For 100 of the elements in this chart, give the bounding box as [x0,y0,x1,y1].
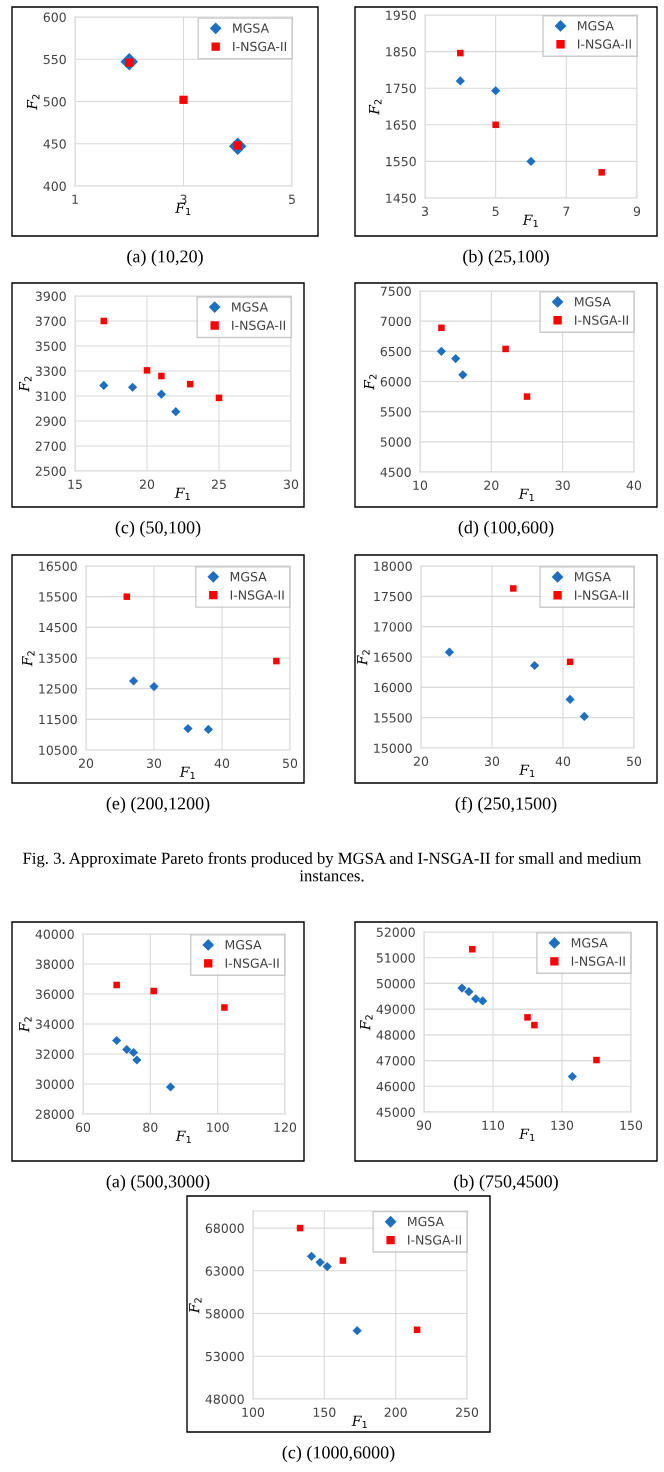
point [352,1326,362,1336]
point [122,1044,132,1055]
point [531,1021,538,1029]
y-tick-label: 1750 [386,83,416,94]
y-tick-label: 6000 [380,376,411,387]
y-tick-label: 2500 [35,466,66,476]
y-tick-label: 3700 [35,316,66,326]
x-tick-label: 1 [72,194,78,204]
point [128,1047,139,1058]
legend-label: MGSA [578,20,614,31]
y-tick-label: 5000 [380,437,411,447]
y-axis-title: F$_{2}$ [189,1298,202,1314]
point [150,987,157,995]
y-tick-label: 1550 [386,156,416,167]
y-tick-label: 6500 [380,346,411,357]
y-tick-label: 17500 [374,591,412,602]
legend-label: MGSA [232,302,268,312]
x-tick-label: 40 [214,758,230,769]
x-tick-label: 100 [207,1122,229,1133]
point [438,324,445,332]
point [99,380,109,390]
point [458,370,468,380]
y-tick-label: 48000 [376,1030,415,1040]
y-tick-label: 30000 [35,1079,74,1089]
y-tick-label: 68000 [205,1223,244,1234]
point [128,676,139,686]
y-axis-title: F$_{2}$ [19,376,32,392]
y-tick-label: 5500 [380,407,411,417]
point [183,723,193,734]
y-tick-label: 1650 [386,120,416,130]
y-tick-label: 50000 [376,978,415,989]
x-tick-label: 15 [68,479,82,490]
y-tick-label: 2900 [35,416,66,426]
point [524,1014,531,1021]
x-tick-label: 9 [633,206,641,217]
x-tick-label: 200 [384,1407,407,1418]
x-tick-label: 40 [555,756,571,767]
point [526,156,536,167]
y-tick-label: 10500 [39,745,77,755]
x-tick-label: 7 [563,206,570,216]
y-axis-title: F$_{2}$ [364,374,377,390]
x-tick-label: 50 [283,758,298,769]
legend-label: I-NSGA-II [575,315,628,325]
legend-label: MGSA [408,1216,444,1227]
point [113,981,120,989]
x-tick-label: 50 [627,756,642,767]
y-tick-label: 15000 [374,743,412,753]
x-tick-label: 150 [620,1120,643,1131]
x-tick-label: 20 [413,756,429,767]
legend-label: I-NSGA-II [578,39,631,49]
point [171,407,181,417]
x-tick-label: 250 [455,1407,479,1418]
point [579,711,589,722]
x-axis-title: F$_{1}$ [519,764,535,778]
legend-label: I-NSGA-II [408,1235,461,1245]
point [273,657,280,665]
y-tick-label: 58000 [205,1309,244,1319]
x-tick-label: 30 [555,480,570,491]
point [132,1055,142,1065]
x-axis-title: F$_{1}$ [174,487,190,501]
y-tick-label: 63000 [205,1266,244,1276]
point [221,1004,228,1011]
point [436,346,447,356]
point [478,996,488,1006]
text: (f) (250,1500) [455,796,557,814]
x-tick-label: 130 [551,1120,574,1131]
y-tick-label: 18000 [374,561,412,571]
point [457,983,467,993]
x-tick-label: 5 [288,194,295,205]
y-tick-label: 51000 [376,953,415,963]
y-tick-label: 15500 [39,592,77,602]
x-tick-label: 150 [313,1407,336,1418]
point [523,393,531,400]
text: (d) (100,600) [458,520,554,538]
point [306,1251,317,1261]
x-axis-title: F$_{1}$ [175,1130,191,1144]
y-tick-label: 52000 [376,927,415,937]
legend-label: I-NSGA-II [575,590,628,600]
y-tick-label: 1450 [386,193,416,203]
legend-label: I-NSGA-II [230,590,284,600]
y-tick-label: 45000 [376,1107,415,1117]
point [143,367,151,374]
point [322,1261,332,1272]
x-tick-label: 5 [492,206,499,217]
x-tick-label: 20 [484,480,499,491]
y-tick-label: 16500 [374,652,412,662]
point [315,1257,325,1267]
legend-label: MGSA [225,940,262,950]
y-tick-label: 1850 [386,47,416,57]
point [469,945,476,953]
y-tick-label: 450 [43,139,66,149]
y-tick-label: 32000 [35,1049,74,1059]
legend-label: MGSA [233,23,270,33]
x-tick-label: 110 [482,1120,505,1131]
text: (a) (10,20) [127,249,203,267]
y-axis-title: F$_{2}$ [357,650,370,666]
point [127,382,138,392]
x-tick-label: 3 [421,206,428,217]
legend-label: I-NSGA-II [225,958,279,968]
point [451,353,461,364]
